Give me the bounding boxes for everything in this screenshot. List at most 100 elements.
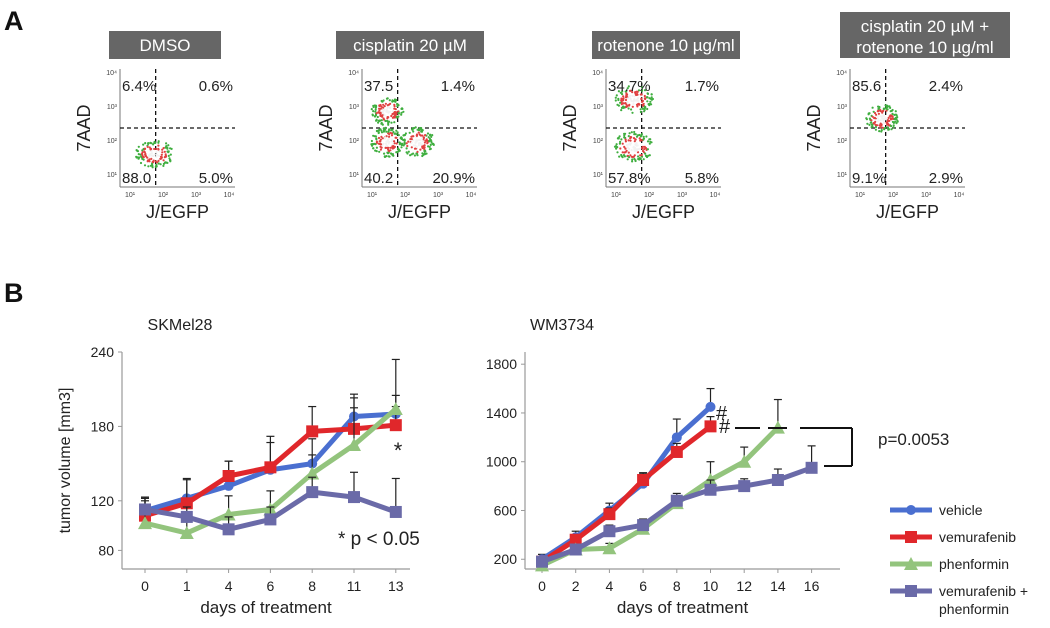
- event-dot: [396, 105, 399, 108]
- quadrant-upper-right: 0.6%: [199, 78, 233, 95]
- x-tick-label: 1: [183, 578, 191, 594]
- event-dot: [391, 143, 394, 146]
- event-dot: [419, 143, 422, 146]
- data-point: [180, 497, 193, 510]
- event-dot: [150, 154, 153, 157]
- event-dot: [649, 138, 652, 141]
- event-dot: [148, 159, 151, 162]
- event-dot: [417, 128, 420, 132]
- event-dot: [391, 153, 394, 156]
- event-dot: [615, 143, 618, 146]
- x-tick-label: 10¹: [367, 192, 378, 199]
- event-dot: [410, 138, 413, 141]
- event-dot: [414, 126, 417, 129]
- data-point: [223, 480, 234, 491]
- event-dot: [894, 110, 897, 113]
- x-tick-label: 8: [673, 578, 681, 594]
- event-dot: [165, 142, 168, 145]
- event-dot: [157, 144, 160, 147]
- event-dot: [166, 161, 169, 164]
- event-dot: [407, 140, 410, 143]
- event-dot: [157, 154, 160, 157]
- event-dot: [625, 90, 628, 93]
- event-dot: [139, 161, 143, 165]
- x-tick-label: 10⁴: [954, 192, 965, 199]
- y-tick-label: 10³: [593, 104, 604, 111]
- event-dot: [153, 140, 156, 143]
- event-dot: [643, 94, 646, 98]
- event-dot: [629, 89, 632, 92]
- flow-plot-1: DMSO 10⁴ 10³ 10² 10¹ 10¹ 10² 10³ 10⁴ 6.4% 0.6% 88.0…: [74, 31, 235, 222]
- event-dot: [396, 131, 399, 134]
- x-tick-label: 6: [639, 578, 647, 594]
- event-dot: [642, 102, 645, 105]
- event-dot: [420, 130, 423, 133]
- event-dot: [387, 129, 390, 132]
- event-dot: [421, 143, 424, 146]
- event-dot: [158, 150, 161, 153]
- event-dot: [640, 153, 643, 157]
- event-dot: [155, 153, 158, 156]
- event-dot: [643, 107, 647, 110]
- legend-marker-combo: [905, 585, 917, 597]
- event-dot: [633, 157, 636, 161]
- event-dot: [388, 110, 391, 113]
- event-dot: [631, 94, 634, 97]
- y-tick-label: 120: [91, 493, 115, 509]
- event-dot: [372, 134, 375, 137]
- event-dot: [628, 104, 631, 107]
- event-dot: [151, 160, 154, 164]
- event-dot: [152, 143, 155, 146]
- event-dot: [418, 126, 422, 130]
- event-dot: [407, 150, 410, 153]
- event-dot: [643, 89, 647, 92]
- event-dot: [888, 124, 891, 127]
- event-dot: [627, 107, 630, 110]
- event-dot: [155, 151, 158, 154]
- event-dot: [879, 126, 882, 129]
- event-dot: [880, 130, 883, 133]
- event-dot: [631, 111, 634, 114]
- event-dot: [877, 117, 880, 120]
- event-dot: [875, 113, 878, 116]
- plot-title: cisplatin 20 µM +: [861, 17, 989, 36]
- event-dot: [138, 156, 141, 159]
- event-dot: [633, 154, 636, 157]
- quadrant-lower-left: 88.0: [122, 170, 151, 187]
- event-dot: [167, 154, 170, 157]
- event-dot: [638, 147, 641, 150]
- event-dot: [403, 139, 406, 142]
- y-tick-label: 1000: [486, 454, 517, 470]
- x-tick-label: 10²: [888, 192, 899, 199]
- event-dot: [650, 96, 653, 99]
- event-dot: [381, 100, 384, 103]
- event-dot: [620, 103, 623, 106]
- event-dot: [649, 102, 652, 106]
- event-dot: [395, 133, 398, 136]
- event-dot: [648, 154, 651, 157]
- event-dot: [390, 134, 394, 137]
- event-dot: [371, 142, 374, 146]
- event-dot: [378, 111, 381, 115]
- series-line: [541, 465, 813, 565]
- x-axis-label: J/EGFP: [146, 202, 209, 222]
- chart-title: WM3734: [530, 317, 594, 334]
- event-dot: [161, 151, 164, 154]
- event-dot: [633, 140, 636, 143]
- data-point: [264, 461, 277, 474]
- event-dot: [881, 126, 885, 129]
- event-dot: [377, 121, 380, 124]
- event-dot: [393, 103, 396, 106]
- event-dot: [163, 150, 166, 153]
- data-point: [603, 525, 616, 538]
- y-tick-label: 10¹: [349, 172, 360, 179]
- event-dot: [876, 120, 880, 123]
- plot-title-box: [109, 31, 221, 59]
- event-dot: [626, 97, 630, 100]
- event-dot: [630, 155, 633, 158]
- event-dot: [627, 139, 630, 142]
- legend-label-vemurafenib: vemurafenib: [939, 529, 1016, 545]
- event-dot: [155, 163, 158, 166]
- event-dot: [394, 136, 397, 139]
- event-dot: [631, 158, 634, 161]
